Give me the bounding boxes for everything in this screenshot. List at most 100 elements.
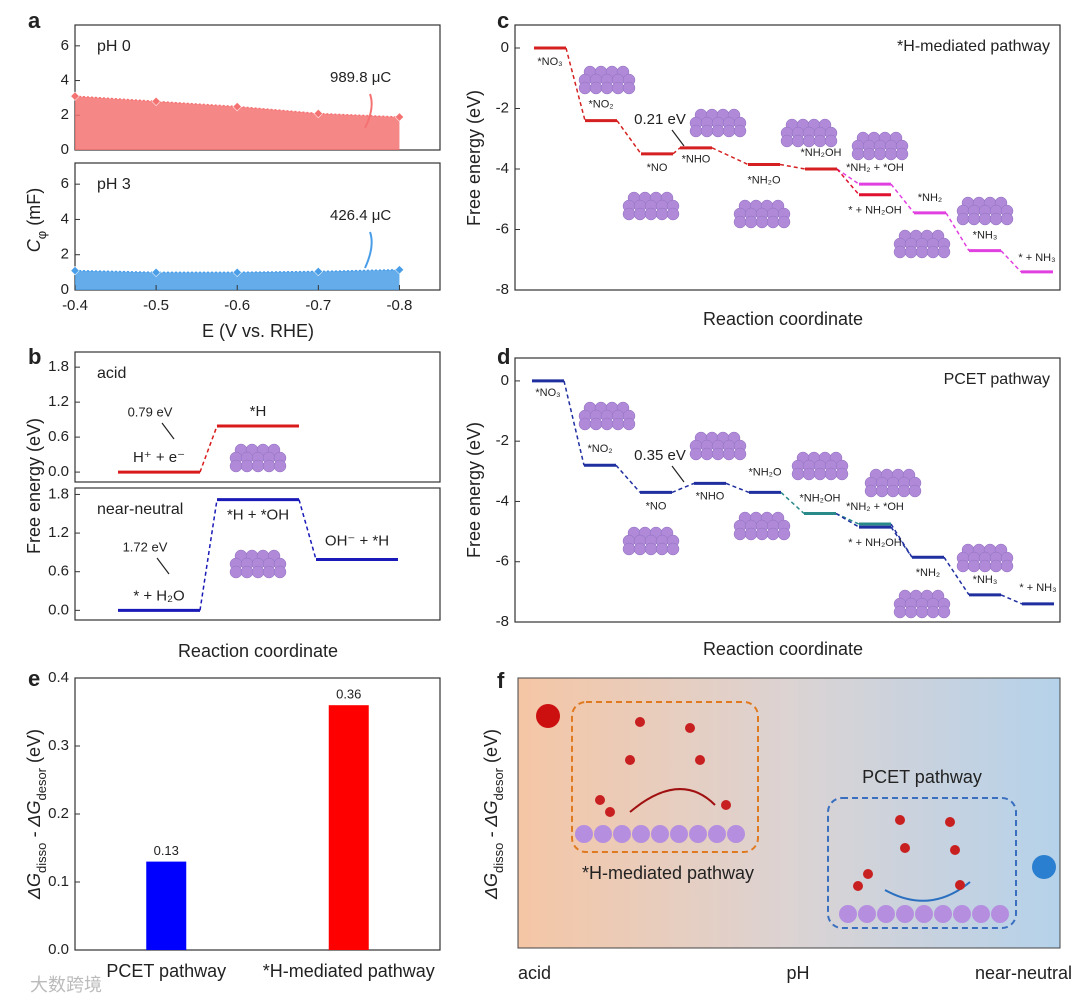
slab-atom [733, 215, 747, 229]
h-box [571, 701, 759, 853]
slab-atom [1000, 559, 1014, 573]
slab-atom [262, 565, 276, 579]
label-part: desor [34, 767, 49, 800]
slab-atom [813, 467, 827, 481]
slab-atom [989, 559, 1003, 573]
chart-title: PCET pathway [944, 371, 1050, 388]
connector [199, 499, 218, 611]
y-tick-label: 6 [61, 37, 69, 54]
connector [199, 425, 218, 473]
slab-atom [926, 245, 940, 259]
slab-atom [864, 484, 878, 498]
connector [779, 163, 806, 170]
y-tick-label: 4 [61, 72, 69, 89]
data-label: 0.13 [154, 843, 179, 858]
slab-atom [893, 605, 907, 619]
slab-atom [251, 565, 265, 579]
atom [605, 807, 615, 817]
slab-atom [722, 124, 736, 138]
y-axis-title: ΔGdisso - ΔGdesor (eV) [24, 729, 49, 900]
slab-atom [755, 527, 769, 541]
label-part: desor [491, 767, 506, 800]
atom [651, 825, 669, 843]
point [70, 91, 80, 101]
point [232, 102, 242, 112]
atom [972, 905, 990, 923]
y-tick-label: -2 [496, 432, 509, 449]
atom [685, 723, 695, 733]
level-label: *NO₂ [587, 443, 612, 455]
box-label: PCET pathway [862, 767, 982, 787]
level-label: * + H₂O [133, 587, 184, 604]
slab-atom [967, 212, 981, 226]
y-tick-label: -6 [496, 553, 509, 570]
y-tick-label: 0.2 [48, 805, 69, 822]
bar [328, 705, 369, 950]
level-label: *NO₃ [537, 56, 562, 68]
level-label: *H + *OH [227, 507, 289, 524]
slab-atom [978, 559, 992, 573]
slab-atom [908, 484, 922, 498]
subtitle: pH 0 [97, 38, 131, 55]
slab-atom [744, 527, 758, 541]
slab-atom [862, 147, 876, 161]
axis-label: pH [786, 963, 809, 983]
level-label: *NH₂ [916, 567, 940, 579]
atom [613, 825, 631, 843]
atom [950, 845, 960, 855]
atom [727, 825, 745, 843]
connector [835, 512, 860, 525]
connector [671, 482, 695, 494]
atom [695, 755, 705, 765]
slab-atom [780, 134, 794, 148]
chart-title: *H-mediated pathway [897, 38, 1050, 55]
panel-letter: d [497, 344, 510, 369]
slab-atom [978, 212, 992, 226]
connector [945, 212, 970, 252]
slab-atom [622, 542, 636, 556]
y-tick-label: 1.2 [48, 393, 69, 410]
slab-atom [644, 207, 658, 221]
y-tick-label: -2 [496, 99, 509, 116]
annotation-arrow [671, 129, 685, 147]
atom [955, 880, 965, 890]
surface [575, 717, 1009, 923]
atom [839, 905, 857, 923]
level-label: OH⁻ + *H [325, 532, 389, 549]
slab-atom [600, 81, 614, 95]
slab-atom [895, 147, 909, 161]
atom [877, 905, 895, 923]
level-label: *NO [646, 500, 667, 512]
y-tick-label: 0 [61, 281, 69, 298]
y-tick-label: 4 [61, 210, 69, 227]
connector [836, 168, 860, 185]
panel-letter: b [28, 344, 41, 369]
slab-atom [700, 124, 714, 138]
annotation-arrow [364, 231, 373, 269]
level-label: *NO₂ [588, 98, 613, 110]
slab-atom [589, 81, 603, 95]
atom [858, 905, 876, 923]
slab-atom [600, 417, 614, 431]
slab-atom [700, 447, 714, 461]
y-tick-label: 0.0 [48, 941, 69, 958]
slab-atom [711, 124, 725, 138]
level-label: * + NH₂OH [848, 205, 902, 217]
label-part: (mF) [24, 188, 44, 231]
slab-atom [851, 147, 865, 161]
slab-atom [904, 245, 918, 259]
atom [594, 825, 612, 843]
slab-atom [744, 215, 758, 229]
atom [853, 881, 863, 891]
y-tick-label: -4 [496, 160, 509, 177]
slab-atom [689, 124, 703, 138]
slab-atom [875, 484, 889, 498]
slab-atom [229, 459, 243, 473]
x-tick-label: -0.4 [62, 297, 88, 314]
panel-letter: f [497, 668, 505, 693]
subtitle: acid [97, 365, 126, 382]
slab-atom [802, 134, 816, 148]
label-part: disso [34, 843, 49, 873]
connector [725, 482, 750, 494]
slab-atom [622, 417, 636, 431]
